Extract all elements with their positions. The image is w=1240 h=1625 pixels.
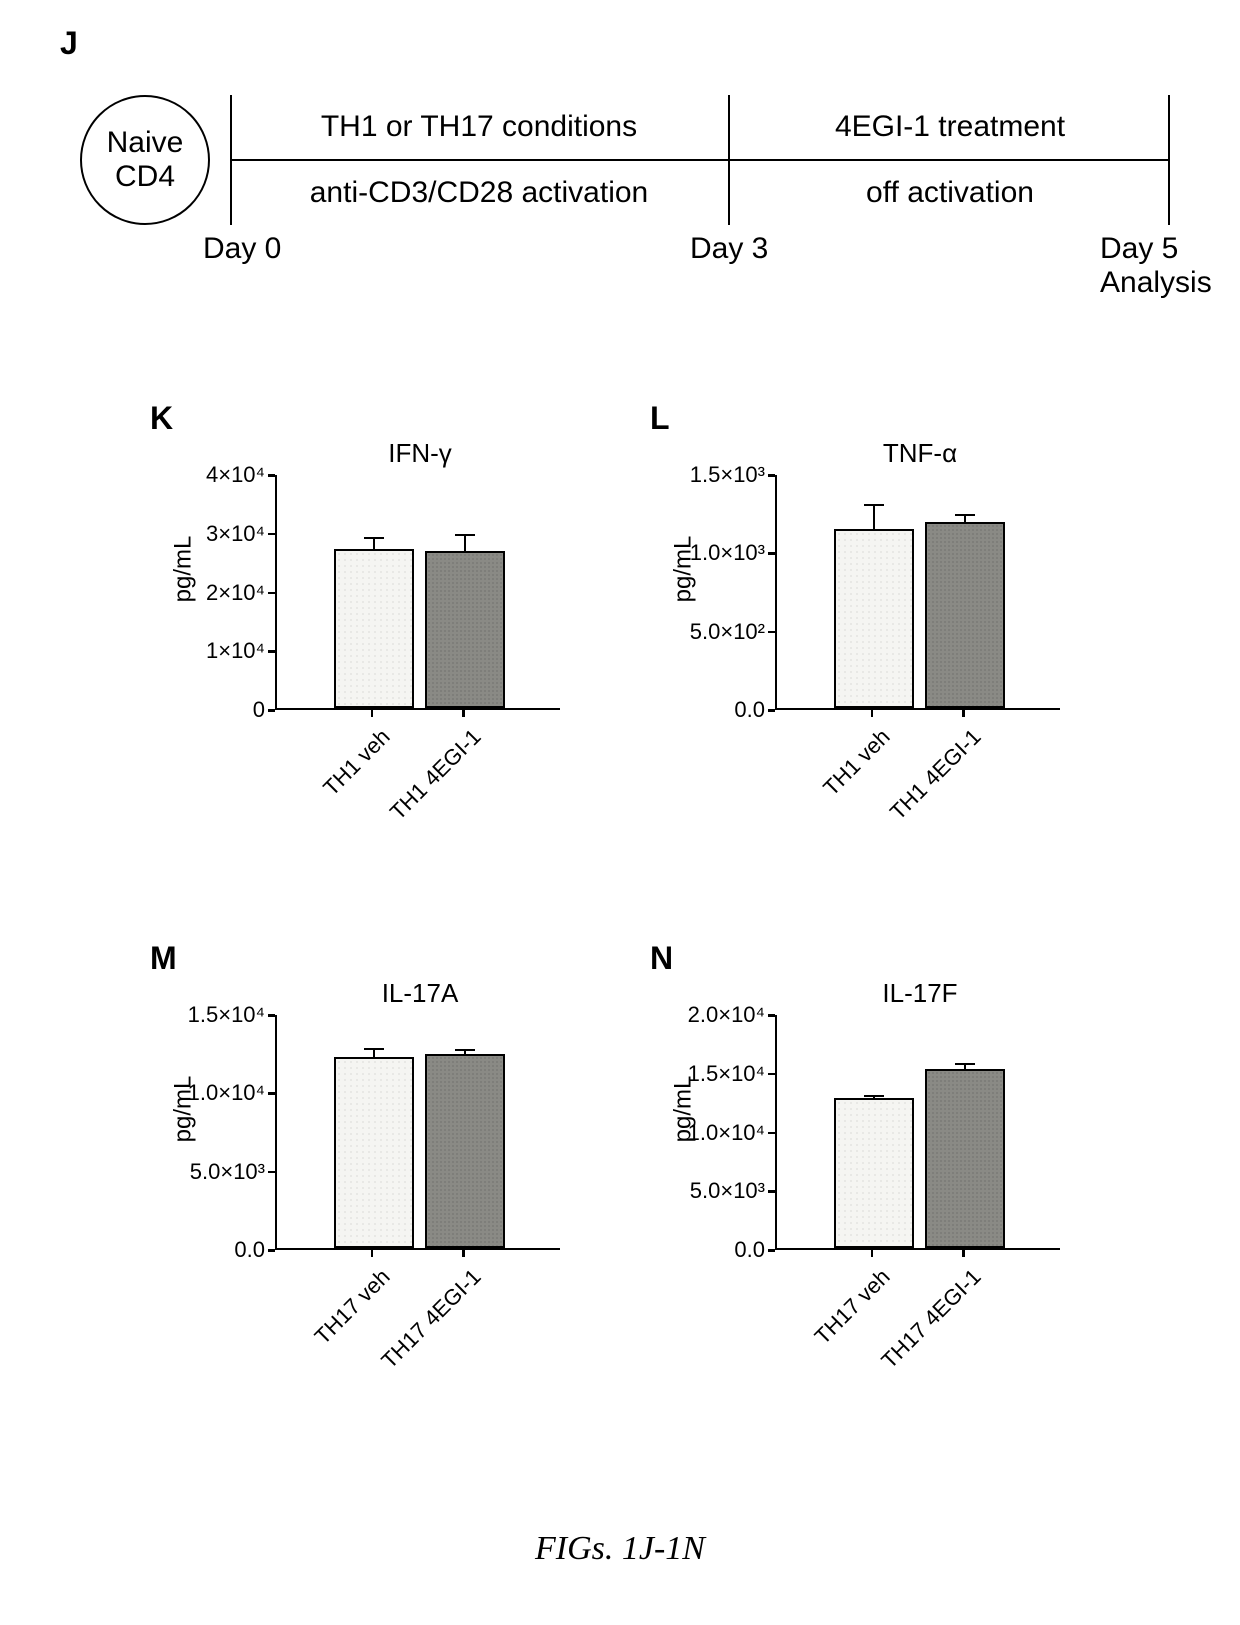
timeline-cell-top-right: 4EGI-1 treatment [730,95,1170,159]
day5-line1: Day 5 [1100,232,1178,265]
ytick-label: 0 [253,699,265,721]
ytick-mark [268,1249,275,1252]
figure-caption: FIGs. 1J-1N [0,1530,1240,1568]
ytick-label: 0.0 [234,1239,265,1261]
panel-j-diagram: Naive CD4 TH1 or TH17 conditions anti-CD… [60,40,1180,300]
ytick-mark [768,1190,775,1193]
chart-n: IL-17F pg/mL 0.05.0×10³1.0×10⁴1.5×10⁴2.0… [620,970,1120,1410]
ytick-label: 5.0×10² [690,621,765,643]
error-bar-cap [455,1049,475,1051]
bar-dark [425,551,505,708]
chart-k-plot-area [275,475,560,710]
ytick-label: 1.0×10⁴ [688,1122,765,1144]
bar-light [834,1098,914,1248]
xtick-mark [371,710,374,717]
day0-label: Day 0 [203,232,281,266]
ytick-mark [768,552,775,555]
day5-label: Day 5 Analysis [1100,232,1212,300]
ytick-label: 4×10⁴ [206,464,265,486]
ytick-label: 3×10⁴ [206,523,265,545]
ytick-label: 0.0 [734,1239,765,1261]
bar-light [334,1057,414,1248]
ytick-mark [768,474,775,477]
chart-l: TNF-α pg/mL 0.05.0×10²1.0×10³1.5×10³TH1 … [620,430,1120,870]
xtick-mark [371,1250,374,1257]
ytick-mark [768,709,775,712]
error-bar [464,534,466,553]
bar-light [334,549,414,708]
chart-n-plot-area [775,1015,1060,1250]
xtick-mark [962,710,965,717]
ytick-mark [768,1014,775,1017]
ytick-mark [268,592,275,595]
ytick-label: 1.0×10⁴ [188,1082,265,1104]
ytick-label: 1×10⁴ [206,640,265,662]
chart-l-plot-area [775,475,1060,710]
timeline-cell-top-left: TH1 or TH17 conditions [230,95,728,159]
error-bar-cap [864,504,884,506]
ytick-mark [268,1014,275,1017]
error-bar-cap [864,1095,884,1097]
error-bar-cap [364,1048,384,1050]
error-bar-cap [955,514,975,516]
ytick-label: 5.0×10³ [190,1161,265,1183]
ytick-mark [768,631,775,634]
ytick-label: 2×10⁴ [206,582,265,604]
error-bar-cap [364,537,384,539]
ytick-label: 1.5×10⁴ [688,1063,765,1085]
error-bar-cap [955,1063,975,1065]
bar-dark [425,1054,505,1248]
ytick-label: 1.0×10³ [690,542,765,564]
circle-line1: Naive [107,126,184,159]
bar-light [834,529,914,708]
ytick-mark [768,1132,775,1135]
ytick-mark [268,650,275,653]
chart-m: IL-17A pg/mL 0.05.0×10³1.0×10⁴1.5×10⁴TH1… [120,970,620,1410]
ytick-label: 2.0×10⁴ [688,1004,765,1026]
error-bar-cap [455,534,475,536]
day5-line2: Analysis [1100,266,1212,299]
chart-m-plot-area [275,1015,560,1250]
ytick-label: 1.5×10³ [690,464,765,486]
naive-cd4-circle: Naive CD4 [80,95,210,225]
xtick-mark [871,710,874,717]
circle-line2: CD4 [115,160,175,193]
ytick-mark [768,1249,775,1252]
chart-k: IFN-γ pg/mL 01×10⁴2×10⁴3×10⁴4×10⁴TH1 veh… [120,430,620,870]
ytick-mark [268,709,275,712]
ytick-mark [268,1171,275,1174]
ytick-mark [268,474,275,477]
timeline-cell-bottom-left: anti-CD3/CD28 activation [230,161,728,225]
ytick-mark [768,1073,775,1076]
ytick-mark [268,1092,275,1095]
error-bar [873,504,875,531]
ytick-label: 5.0×10³ [690,1180,765,1202]
error-bar [373,537,375,552]
timeline: TH1 or TH17 conditions anti-CD3/CD28 act… [230,95,1170,225]
chart-k-ylabel: pg/mL [169,536,197,603]
bar-dark [925,1069,1005,1248]
ytick-label: 1.5×10⁴ [188,1004,265,1026]
day3-label: Day 3 [690,232,768,266]
xtick-mark [962,1250,965,1257]
ytick-mark [268,533,275,536]
ytick-label: 0.0 [734,699,765,721]
xtick-mark [462,710,465,717]
xtick-mark [462,1250,465,1257]
bar-dark [925,522,1005,708]
xtick-mark [871,1250,874,1257]
timeline-cell-bottom-right: off activation [730,161,1170,225]
